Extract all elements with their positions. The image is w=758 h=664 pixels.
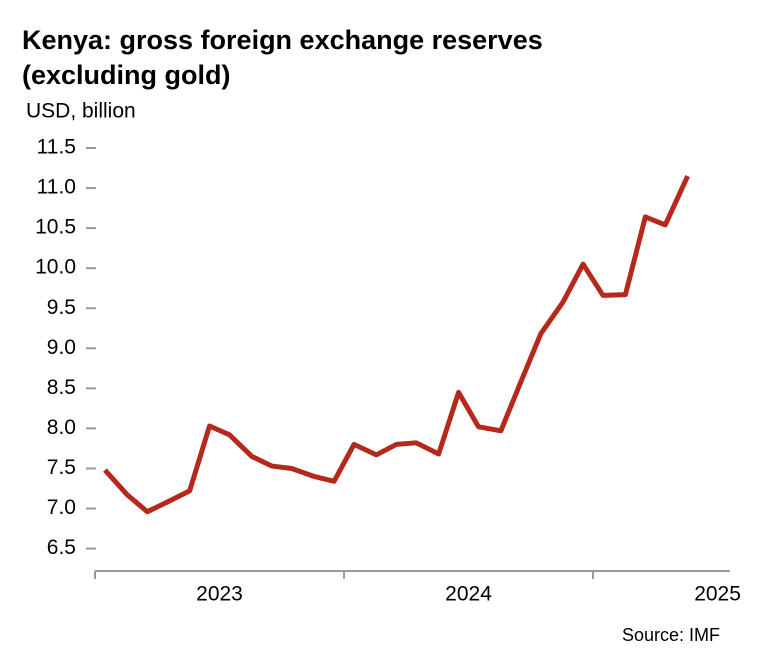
y-tick-label: 8.0: [47, 416, 76, 439]
y-tick-label: 10.5: [35, 216, 76, 239]
y-tick-label: 6.5: [47, 536, 76, 559]
y-tick-label: 10.0: [35, 256, 76, 279]
x-tick-label: 2023: [196, 583, 243, 606]
x-tick-label: 2024: [445, 583, 492, 606]
y-tick-label: 9.5: [47, 296, 76, 319]
y-tick-label: 11.0: [37, 176, 76, 199]
subtitle: USD, billion: [26, 100, 136, 123]
y-tick-label: 9.0: [47, 336, 76, 359]
y-tick-label: 8.5: [47, 376, 76, 399]
chart-title: (excluding gold): [22, 60, 231, 90]
y-tick-label: 7.5: [47, 456, 76, 479]
source: Source: IMF: [622, 625, 720, 645]
y-tick-label: 7.0: [47, 496, 76, 519]
x-tick-label: 2025: [694, 583, 741, 606]
data-line: [103, 175, 690, 515]
chart-title: Kenya: gross foreign exchange reserves: [22, 25, 543, 55]
y-tick-label: 11.5: [37, 136, 76, 159]
